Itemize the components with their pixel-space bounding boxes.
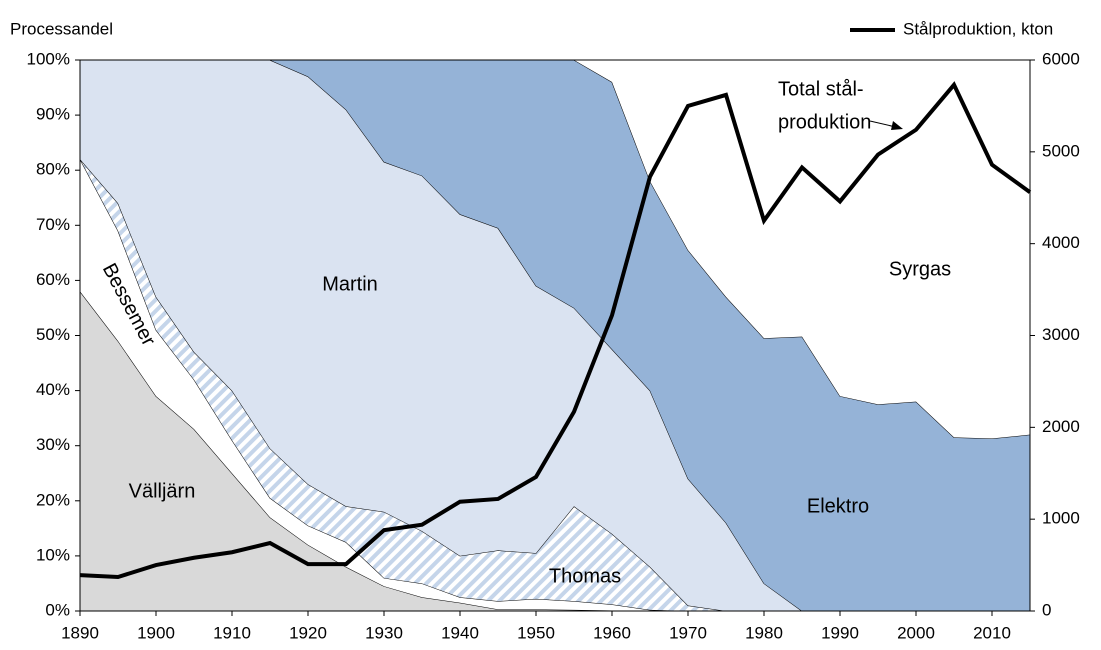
y2-tick-label: 5000	[1042, 141, 1080, 160]
y-tick-label: 40%	[36, 380, 70, 399]
x-tick-label: 1920	[289, 623, 327, 642]
area-label: Välljärn	[129, 480, 196, 502]
x-tick-label: 1970	[669, 623, 707, 642]
y2-tick-label: 1000	[1042, 509, 1080, 528]
legend-label: Stålproduktion, kton	[903, 19, 1053, 38]
area-label: Elektro	[807, 495, 869, 517]
x-tick-label: 2010	[973, 623, 1011, 642]
y-tick-label: 100%	[27, 49, 70, 68]
x-tick-label: 1910	[213, 623, 251, 642]
area	[80, 60, 1030, 611]
x-tick-label: 1950	[517, 623, 555, 642]
x-tick-label: 1900	[137, 623, 175, 642]
y-tick-label: 80%	[36, 160, 70, 179]
x-tick-label: 1990	[821, 623, 859, 642]
y-tick-label: 30%	[36, 435, 70, 454]
y-tick-label: 0%	[45, 600, 70, 619]
area-label: Thomas	[549, 565, 621, 587]
area-label: Syrgas	[889, 258, 951, 280]
annotation: produktion	[778, 111, 871, 133]
y2-tick-label: 2000	[1042, 417, 1080, 436]
line	[79, 81, 1032, 580]
area	[80, 60, 1030, 439]
y-tick-label: 70%	[36, 215, 70, 234]
area	[80, 60, 1030, 611]
x-tick-label: 1930	[365, 623, 403, 642]
y2-tick-label: 6000	[1042, 49, 1080, 68]
y-tick-label: 60%	[36, 270, 70, 289]
area	[80, 159, 1030, 611]
y-axis-title: Processandel	[10, 19, 113, 38]
area-label: Martin	[322, 273, 378, 295]
annotation: Total stål-	[778, 78, 864, 100]
x-tick-label: 1980	[745, 623, 783, 642]
y-tick-label: 50%	[36, 325, 70, 344]
x-tick-label: 1890	[61, 623, 99, 642]
y-tick-label: 20%	[36, 490, 70, 509]
y-tick-label: 10%	[36, 545, 70, 564]
y2-tick-label: 0	[1042, 600, 1051, 619]
x-tick-label: 1940	[441, 623, 479, 642]
x-tick-label: 1960	[593, 623, 631, 642]
y2-tick-label: 3000	[1042, 325, 1080, 344]
annotation-arrowhead	[891, 121, 903, 130]
y-tick-label: 90%	[36, 105, 70, 124]
x-tick-label: 2000	[897, 623, 935, 642]
area	[80, 291, 1030, 611]
y2-tick-label: 4000	[1042, 233, 1080, 252]
